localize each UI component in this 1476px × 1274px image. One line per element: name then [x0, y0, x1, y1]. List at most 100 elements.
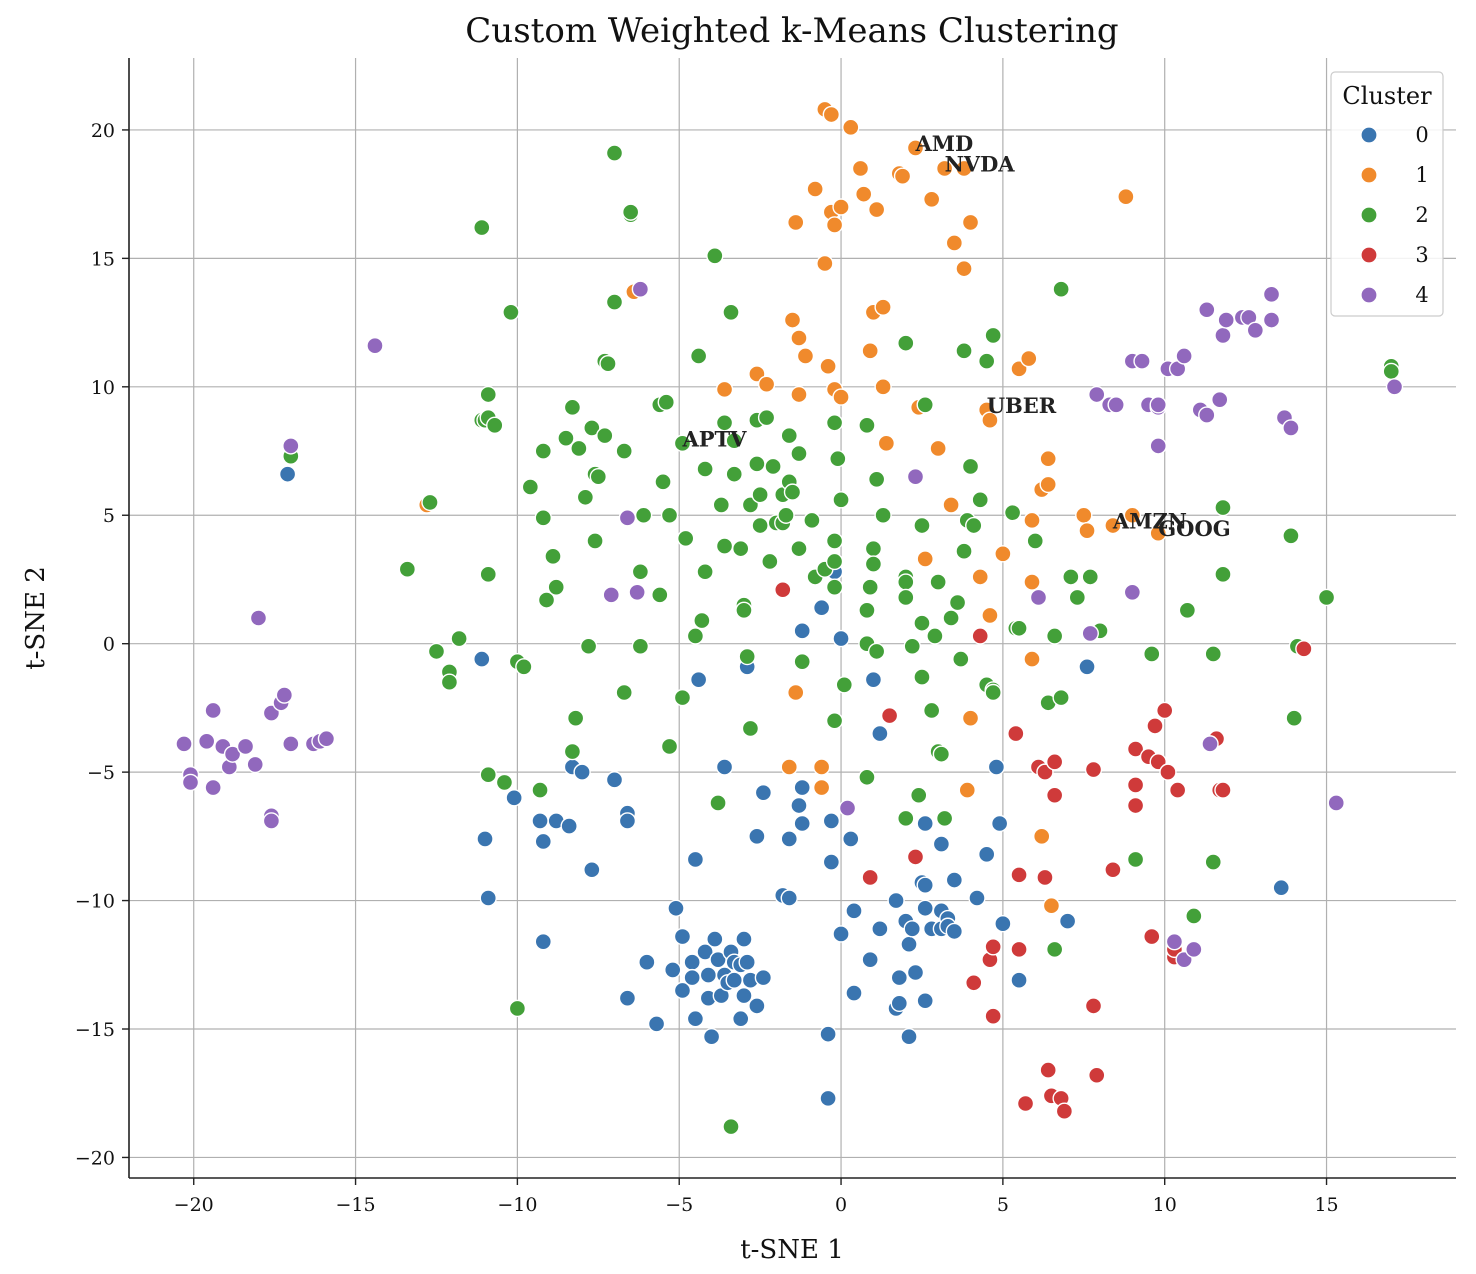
point-cluster-1	[1020, 349, 1038, 368]
point-cluster-1	[851, 159, 870, 178]
point-cluster-0	[832, 925, 850, 943]
point-cluster-0	[699, 966, 718, 984]
point-cluster-1	[942, 496, 960, 514]
point-cluster-4	[1327, 794, 1345, 812]
point-cluster-4	[249, 609, 268, 627]
x-tick-label: −10	[497, 1194, 537, 1216]
point-cluster-0	[1058, 912, 1077, 930]
point-cluster-0	[754, 968, 773, 987]
point-cluster-1	[945, 234, 964, 252]
x-axis-label: t-SNE 1	[740, 1235, 844, 1265]
point-cluster-0	[780, 830, 798, 848]
y-tick-label: −20	[75, 1147, 115, 1169]
point-cluster-3	[965, 974, 983, 992]
point-cluster-0	[754, 783, 773, 802]
x-tick-label: −5	[665, 1194, 693, 1216]
point-cluster-2	[858, 416, 876, 435]
point-cluster-3	[1010, 940, 1028, 959]
point-cluster-0	[560, 817, 578, 835]
point-cluster-2	[825, 414, 844, 432]
point-cluster-4	[1107, 396, 1125, 414]
point-cluster-0	[278, 465, 297, 483]
point-cluster-1	[893, 167, 912, 185]
point-cluster-2	[1010, 619, 1028, 637]
legend: Cluster 0 1 2 3 4	[1330, 71, 1444, 317]
point-cluster-0	[638, 953, 656, 971]
point-cluster-3	[1088, 1066, 1106, 1084]
point-cluster-0	[916, 814, 934, 833]
point-cluster-2	[579, 637, 598, 655]
y-tick-label: 0	[103, 634, 115, 656]
point-cluster-0	[780, 889, 798, 907]
point-cluster-0	[977, 845, 996, 864]
legend-marker-2	[1360, 206, 1378, 224]
point-cluster-2	[864, 555, 883, 573]
point-cluster-4	[1214, 326, 1232, 345]
point-cluster-4	[1175, 347, 1193, 365]
point-cluster-2	[926, 627, 944, 645]
point-cluster-3	[861, 868, 879, 887]
point-cluster-2	[929, 573, 947, 591]
point-cluster-1	[955, 159, 973, 178]
point-cluster-2	[502, 303, 520, 322]
point-cluster-2	[1045, 627, 1064, 645]
point-cluster-2	[563, 742, 582, 761]
point-cluster-4	[1385, 378, 1404, 396]
point-cluster-3	[1045, 786, 1064, 804]
point-cluster-1	[861, 342, 879, 360]
point-cluster-1	[929, 439, 947, 458]
point-cluster-2	[715, 414, 734, 432]
point-cluster-2	[1185, 907, 1203, 925]
annotation-amzn: AMZN	[1112, 509, 1187, 534]
point-cluster-2	[864, 539, 883, 558]
point-cluster-2	[1045, 940, 1064, 959]
point-cluster-2	[942, 609, 960, 627]
point-cluster-3	[1143, 927, 1161, 946]
point-cluster-2	[531, 781, 549, 799]
point-cluster-2	[651, 586, 669, 604]
point-cluster-2	[631, 563, 650, 581]
point-cluster-2	[450, 629, 468, 648]
annotation-uber: UBER	[987, 393, 1057, 418]
point-cluster-4	[1198, 406, 1216, 424]
point-cluster-0	[531, 812, 549, 830]
point-cluster-1	[825, 216, 844, 234]
point-cluster-2	[696, 460, 714, 478]
point-cluster-0	[725, 971, 743, 989]
point-cluster-2	[557, 429, 575, 447]
point-cluster-4	[246, 755, 264, 774]
point-cluster-1	[787, 213, 805, 232]
point-cluster-0	[738, 953, 756, 971]
point-cluster-2	[751, 485, 769, 504]
point-cluster-1	[812, 778, 831, 797]
point-cluster-4	[1211, 390, 1229, 409]
point-cluster-2	[1204, 853, 1222, 871]
point-cluster-1	[994, 545, 1012, 563]
legend-marker-0	[1360, 126, 1378, 144]
point-cluster-4	[204, 701, 222, 720]
point-cluster-2	[537, 591, 556, 609]
point-cluster-2	[479, 765, 497, 784]
point-cluster-2	[1126, 850, 1145, 869]
point-cluster-2	[673, 688, 692, 707]
point-cluster-1	[796, 347, 815, 365]
point-cluster-2	[867, 470, 886, 488]
point-cluster-2	[589, 468, 608, 486]
point-cluster-2	[829, 450, 847, 468]
point-cluster-0	[702, 1028, 721, 1046]
point-cluster-1	[832, 388, 850, 406]
point-cluster-2	[486, 416, 504, 435]
point-cluster-0	[748, 997, 766, 1015]
point-cluster-1	[874, 298, 892, 316]
point-cluster-3	[774, 581, 792, 599]
series-2	[282, 144, 1400, 1136]
point-cluster-2	[874, 506, 892, 524]
point-cluster-1	[1104, 516, 1122, 535]
point-cluster-1	[1078, 521, 1096, 540]
point-cluster-4	[1088, 385, 1106, 404]
point-cluster-2	[897, 573, 915, 591]
point-cluster-3	[1126, 796, 1145, 815]
point-cluster-2	[935, 809, 954, 828]
point-cluster-0	[819, 1025, 837, 1043]
point-cluster-2	[654, 473, 672, 491]
